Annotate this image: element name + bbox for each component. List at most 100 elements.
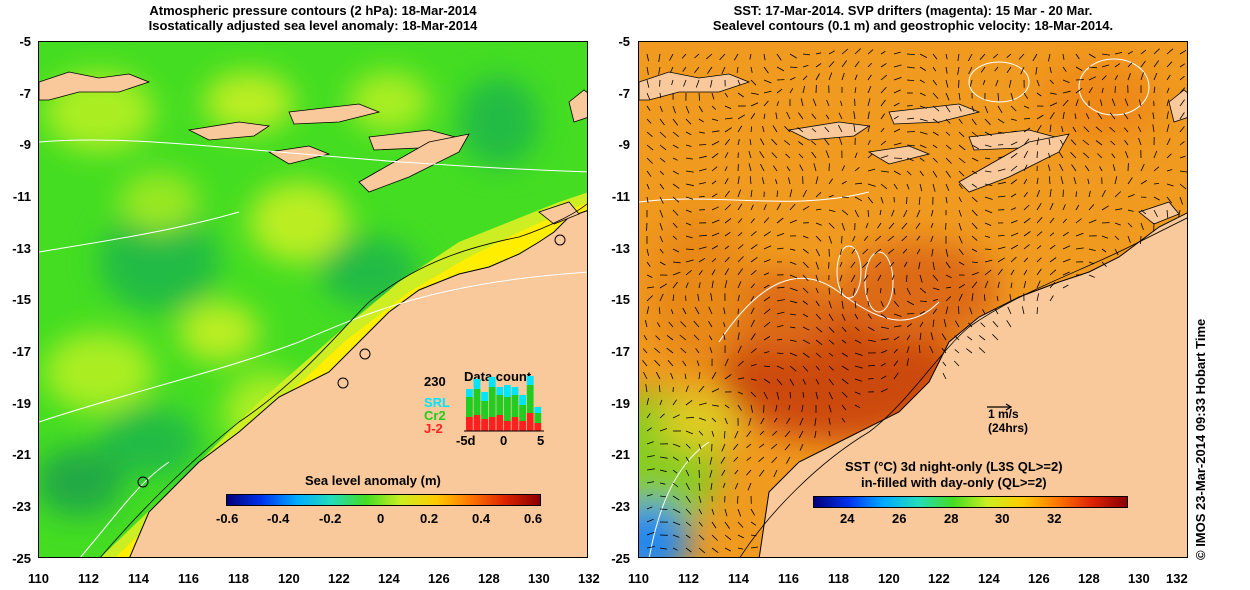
velocity-arrow xyxy=(750,283,756,289)
velocity-arrow xyxy=(993,53,999,59)
data-count-bar xyxy=(504,421,511,431)
velocity-arrow xyxy=(1114,191,1122,198)
data-count-bars xyxy=(466,376,542,431)
velocity-arrow xyxy=(711,118,719,121)
velocity-arrow xyxy=(929,345,934,354)
velocity-arrow xyxy=(919,274,923,283)
velocity-arrow xyxy=(1088,248,1096,251)
velocity-arrow xyxy=(984,209,993,214)
velocity-arrow xyxy=(971,131,979,138)
velocity-arrow xyxy=(1088,76,1097,81)
velocity-arrow xyxy=(711,232,720,237)
velocity-arrow xyxy=(1049,244,1056,250)
velocity-arrow xyxy=(724,534,732,541)
velocity-arrow xyxy=(984,118,991,126)
sst-island xyxy=(888,103,981,125)
velocity-arrow xyxy=(1010,165,1018,172)
left-y-tick: -21 xyxy=(12,447,31,462)
data-count-bar xyxy=(481,419,488,431)
velocity-arrow xyxy=(763,259,771,263)
velocity-arrow xyxy=(737,114,746,120)
velocity-arrow xyxy=(763,296,771,302)
velocity-arrow xyxy=(682,360,687,367)
velocity-arrow xyxy=(776,299,785,302)
data-count-bar xyxy=(473,379,481,389)
velocity-arrow xyxy=(763,284,770,289)
velocity-arrow xyxy=(719,53,726,61)
velocity-arrow xyxy=(646,455,655,458)
velocity-arrow xyxy=(1109,126,1116,133)
velocity-arrow xyxy=(659,261,666,266)
velocity-arrow xyxy=(672,222,678,228)
velocity-arrow xyxy=(958,222,962,231)
velocity-arrow xyxy=(759,430,765,436)
velocity-arrow xyxy=(1109,112,1116,120)
velocity-arrow xyxy=(698,282,701,289)
velocity-arrow xyxy=(954,335,960,341)
velocity-arrow xyxy=(945,286,952,289)
velocity-arrow xyxy=(659,482,666,485)
velocity-arrow xyxy=(1023,117,1031,120)
velocity-arrow xyxy=(776,352,784,354)
velocity-arrow xyxy=(1095,126,1103,133)
velocity-arrow xyxy=(877,274,882,281)
velocity-arrow xyxy=(760,163,765,172)
velocity-arrow xyxy=(737,508,742,517)
velocity-arrow xyxy=(1010,193,1017,198)
velocity-arrow xyxy=(893,51,901,55)
velocity-arrow xyxy=(750,508,755,516)
imos-credit: © IMOS 23-Mar-2014 09:33 Hobart Time xyxy=(1193,318,1208,560)
sst-island xyxy=(867,145,931,165)
velocity-arrow xyxy=(906,144,915,147)
velocity-arrow xyxy=(1101,64,1110,68)
velocity-arrow xyxy=(750,270,757,276)
velocity-arrow xyxy=(893,77,902,81)
velocity-arrow xyxy=(828,178,834,185)
velocity-arrow xyxy=(1075,218,1082,224)
velocity-arrow xyxy=(1153,209,1158,217)
velocity-arrow xyxy=(646,295,653,302)
velocity-arrow xyxy=(919,92,926,96)
velocity-arrow xyxy=(841,48,849,55)
data-count-bar xyxy=(526,385,534,413)
data-count-sat-j2: J-2 xyxy=(424,421,443,436)
velocity-arrow xyxy=(967,322,973,328)
velocity-arrow xyxy=(841,235,843,244)
velocity-arrow xyxy=(763,308,771,315)
velocity-arrow xyxy=(789,76,796,81)
velocity-arrow xyxy=(932,183,936,192)
velocity-arrow xyxy=(880,140,887,146)
velocity-arrow xyxy=(771,138,778,146)
velocity-arrow xyxy=(919,310,926,315)
velocity-arrow xyxy=(867,300,870,307)
velocity-arrow xyxy=(709,456,713,465)
geostrophic-velocity-arrows xyxy=(642,48,1187,554)
velocity-arrow xyxy=(915,222,921,229)
velocity-arrow xyxy=(828,50,835,55)
velocity-arrow xyxy=(966,348,973,354)
left-title-line2: Isostatically adjusted sea level anomaly… xyxy=(148,18,478,33)
velocity-arrow xyxy=(784,443,791,451)
velocity-arrow xyxy=(919,105,928,109)
velocity-arrow xyxy=(711,269,716,276)
velocity-arrow xyxy=(643,334,648,341)
velocity-arrow xyxy=(724,256,730,263)
velocity-arrow xyxy=(750,363,757,367)
velocity-arrow xyxy=(984,131,992,136)
velocity-arrow xyxy=(697,293,700,302)
velocity-arrow xyxy=(733,456,739,462)
velocity-arrow xyxy=(789,261,797,265)
velocity-arrow xyxy=(750,295,755,302)
velocity-arrow xyxy=(1049,232,1055,237)
velocity-arrow xyxy=(802,53,811,56)
velocity-arrow xyxy=(841,72,845,81)
velocity-arrow xyxy=(958,157,966,164)
velocity-arrow xyxy=(854,166,860,172)
velocity-arrow xyxy=(958,283,966,289)
sla-colorbar xyxy=(226,494,541,506)
velocity-arrow xyxy=(1036,79,1040,87)
velocity-arrow xyxy=(841,222,846,231)
velocity-arrow xyxy=(958,248,964,255)
velocity-arrow xyxy=(958,209,962,217)
velocity-arrow xyxy=(799,417,804,426)
